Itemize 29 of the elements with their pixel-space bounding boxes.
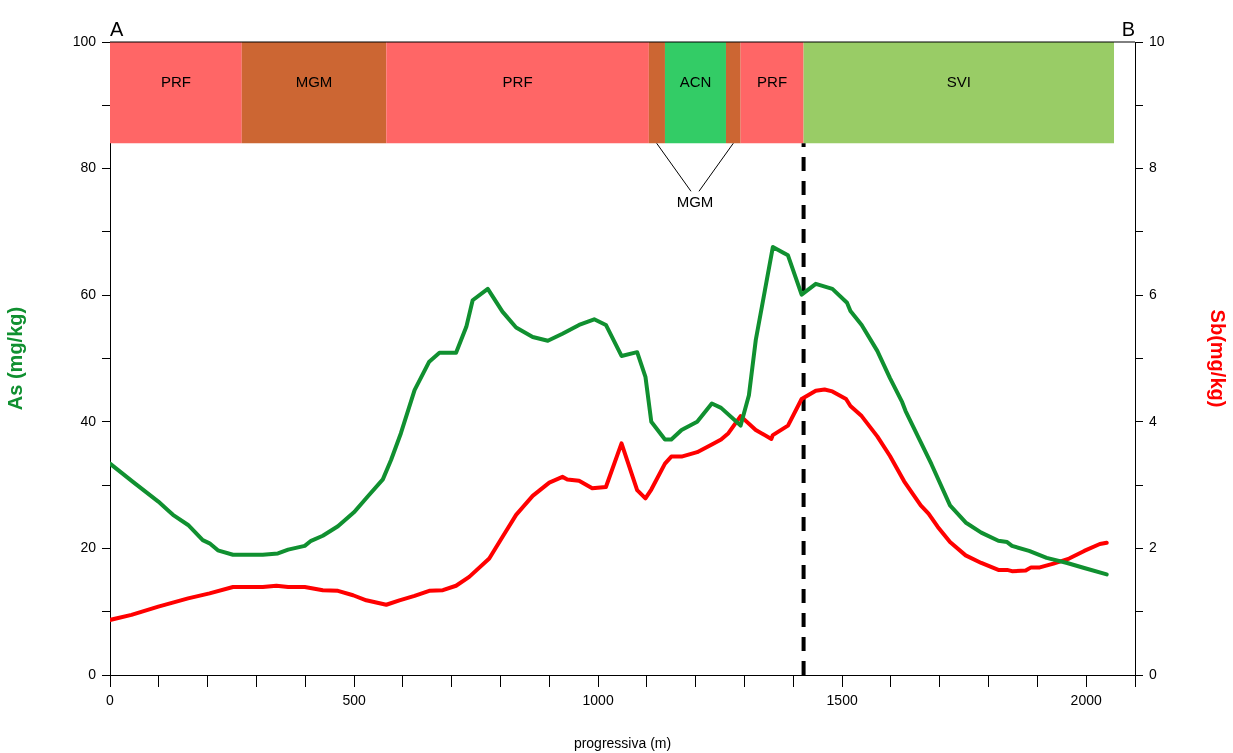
y-tick-label: 100 [72, 32, 97, 49]
x-tick-label: 2000 [1070, 692, 1102, 709]
band-label: PRF [757, 72, 788, 90]
y2-axis-title: Sb(mg/kg) [1207, 309, 1230, 408]
x-tick-label: 1500 [826, 692, 858, 709]
y-tick-label: 20 [80, 539, 97, 556]
y2-tick-label: 4 [1149, 412, 1157, 429]
y-tick-label: 80 [80, 159, 97, 176]
band-label: SVI [946, 72, 971, 90]
y2-tick-label: 0 [1149, 665, 1157, 682]
band-label: PRF [502, 72, 533, 90]
x-axis-title: progressiva (m) [573, 735, 672, 752]
band-label: MGM [295, 72, 333, 90]
y-tick-label: 40 [80, 412, 97, 429]
y-tick-label: 0 [88, 665, 97, 682]
x-tick-label: 500 [342, 692, 366, 709]
text: A [110, 17, 124, 40]
y-tick-label: 60 [80, 286, 97, 303]
y2-tick-label: 10 [1149, 32, 1165, 49]
x-tick-label: 1000 [582, 692, 614, 709]
text: B [1121, 17, 1135, 40]
y2-tick-label: 8 [1149, 159, 1157, 176]
y2-tick-label: 2 [1149, 539, 1157, 556]
y-axis-title: As (mg/kg) [3, 306, 26, 411]
band-label: ACN [679, 72, 712, 90]
x-tick-label: 0 [106, 692, 115, 709]
band-label: PRF [160, 72, 191, 90]
y2-tick-label: 6 [1149, 286, 1157, 303]
annotation: MGM [676, 193, 714, 211]
